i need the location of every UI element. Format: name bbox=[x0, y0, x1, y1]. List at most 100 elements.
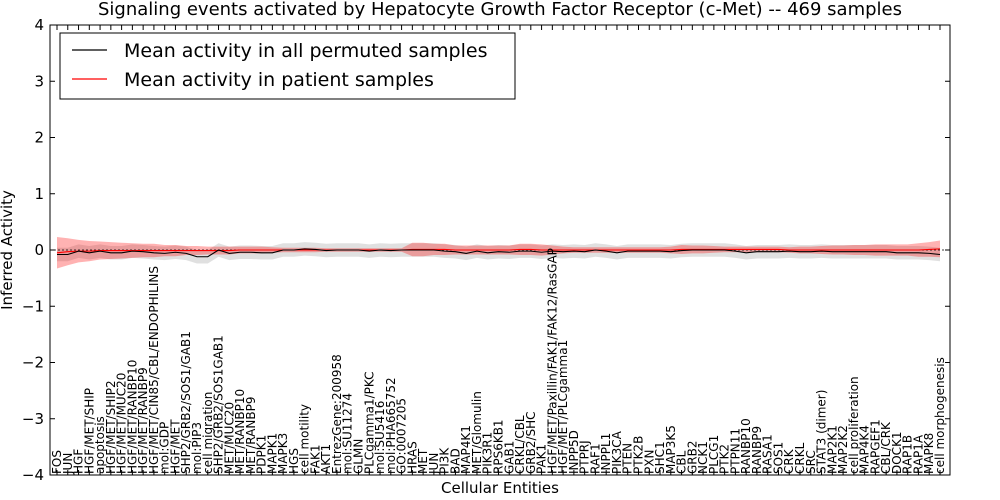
x-tick-label: CRK bbox=[782, 448, 796, 474]
y-tick-label: −4 bbox=[22, 466, 44, 484]
x-tick-label: GRB2/SHC bbox=[524, 411, 538, 474]
x-tick-label: SHP2/GRB2/SOS1/GAB1 bbox=[179, 331, 193, 474]
x-tick-label: PTPRJ bbox=[578, 440, 592, 474]
x-tick-label: PIK3R1 bbox=[481, 432, 495, 474]
x-tick-label: MAPK3 bbox=[276, 433, 290, 474]
x-tick-label: EntrezGene:200958 bbox=[330, 354, 344, 474]
x-tick-label: MAP4K4 bbox=[858, 425, 872, 474]
series-line-patient-samples bbox=[56, 248, 941, 254]
x-tick-label: HGF/MET/Paxillin/FAK1/FAK12/RasGAP bbox=[545, 248, 559, 474]
x-tick-label: PTK2 bbox=[718, 444, 732, 474]
band-patient-samples bbox=[57, 237, 940, 269]
x-tick-label: PAK1 bbox=[535, 444, 549, 474]
x-tick-label: FAK1 bbox=[308, 444, 322, 474]
x-tick-label: mol:GDP bbox=[158, 422, 172, 474]
x-tick-label: GO:0007205 bbox=[395, 398, 409, 474]
x-tick-label: RAPGEF1 bbox=[868, 419, 882, 474]
x-tick-label: mol:PHA665752 bbox=[384, 377, 398, 474]
y-tick-label: −1 bbox=[22, 297, 44, 315]
x-tick-label: JUN bbox=[61, 453, 75, 475]
y-axis-ticks: −4 −3 −2 −1 0 1 2 3 4 bbox=[22, 16, 950, 484]
legend-label-patient: Mean activity in patient samples bbox=[124, 69, 434, 91]
x-tick-label: DOCK1 bbox=[890, 431, 904, 474]
x-tick-label: mol:SU11274 bbox=[341, 393, 355, 474]
x-tick-label: MAPK1 bbox=[265, 433, 279, 474]
x-tick-label: JUN bbox=[427, 453, 441, 475]
x-tick-label: HRAS bbox=[405, 441, 419, 474]
series-line-permuted-samples bbox=[57, 248, 941, 258]
legend-box bbox=[59, 32, 516, 100]
x-tick-label: PXN bbox=[642, 450, 656, 474]
x-tick-label: HGF/MET/MUC20 bbox=[115, 373, 129, 474]
x-tick-label: GAB1 bbox=[502, 441, 516, 474]
x-tick-label: PLCG1 bbox=[707, 435, 721, 474]
x-axis-label: Cellular Entities bbox=[441, 479, 559, 497]
x-tick-label: MET/MUC20 bbox=[222, 402, 236, 474]
x-tick-label: SOS1 bbox=[771, 442, 785, 474]
x-tick-label: CRKL/CBL bbox=[513, 415, 527, 474]
y-tick-label: −2 bbox=[22, 354, 44, 372]
band-permuted-samples bbox=[57, 242, 940, 264]
x-axis-ticks: FOSJUNHGFHGF/MET/SHIPapoptosisHGF/MET/SH… bbox=[50, 25, 947, 475]
x-tick-label: MAP2K1 bbox=[825, 425, 839, 474]
x-tick-label: MAP4K1 bbox=[459, 425, 473, 474]
y-tick-label: 0 bbox=[34, 241, 44, 259]
x-tick-label: AKT1 bbox=[319, 444, 333, 474]
y-tick-label: 1 bbox=[34, 185, 44, 203]
x-tick-label: BAD bbox=[448, 448, 462, 474]
x-tick-label: MET/RANBP10 bbox=[233, 389, 247, 474]
x-tick-label: PTEN bbox=[621, 443, 635, 474]
legend: Mean activity in all permuted samples Me… bbox=[59, 32, 516, 100]
x-tick-label: mol:SU5416 bbox=[373, 401, 387, 474]
x-tick-label: MET/Glomulin bbox=[470, 391, 484, 474]
plot-area bbox=[50, 237, 950, 269]
y-tick-label: 3 bbox=[34, 72, 44, 90]
x-tick-label: RAP1A bbox=[911, 434, 925, 474]
x-tick-label: INPPL1 bbox=[599, 433, 613, 474]
x-tick-label: HGF/MET/SHIP bbox=[82, 388, 96, 474]
x-tick-label: STAT3 (dimer) bbox=[815, 390, 829, 474]
x-tick-label: GLMN bbox=[352, 439, 366, 474]
x-tick-label: SHC1 bbox=[653, 441, 667, 474]
x-tick-label: PI3K bbox=[438, 447, 452, 474]
x-tick-label: SHP2/GRB2/SOS1GAB1 bbox=[212, 335, 226, 474]
x-tick-label: RANBP10 bbox=[739, 418, 753, 474]
x-tick-label: MAP3K5 bbox=[664, 425, 678, 474]
chart-title: Signaling events activated by Hepatocyte… bbox=[98, 0, 902, 20]
x-tick-label: MAPK8 bbox=[922, 433, 936, 474]
x-tick-label: RAF1 bbox=[588, 443, 602, 474]
y-tick-label: 4 bbox=[34, 16, 44, 34]
x-tick-label: SRC bbox=[804, 450, 818, 474]
x-tick-label: PIK3CA bbox=[610, 430, 624, 474]
y-axis-label: Inferred Activity bbox=[0, 190, 16, 310]
x-tick-label: CBL bbox=[675, 450, 689, 474]
x-tick-label: CBL/CRK bbox=[879, 421, 893, 474]
x-tick-label: cell morphogenesis bbox=[933, 357, 947, 474]
x-tick-label: HGF/MET/RANBP10 bbox=[125, 360, 139, 474]
y-tick-label: −3 bbox=[22, 410, 44, 428]
x-tick-label: HGF/MET/SHIP2 bbox=[104, 380, 118, 474]
x-tick-label: RANBP9 bbox=[750, 426, 764, 474]
x-tick-label: PLCgamma1/PKC bbox=[362, 371, 376, 474]
legend-label-permuted: Mean activity in all permuted samples bbox=[124, 40, 487, 62]
x-tick-label: HGF/MET/PLCgamma1 bbox=[556, 340, 570, 474]
x-tick-label: NCK1 bbox=[696, 441, 710, 474]
x-tick-label: RAP1B bbox=[901, 435, 915, 474]
x-tick-label: HGF bbox=[72, 449, 86, 474]
x-tick-label: INPP5D bbox=[567, 430, 581, 474]
x-tick-label: PTK2B bbox=[631, 436, 645, 474]
x-tick-label: FOS bbox=[50, 450, 64, 474]
x-tick-label: CRKL bbox=[793, 442, 807, 474]
x-tick-label: HGF/MET bbox=[168, 419, 182, 474]
x-tick-label: RPS6KB1 bbox=[492, 419, 506, 474]
x-tick-label: apoptosis bbox=[93, 416, 107, 474]
x-tick-label: HGF/MET/CIN85/CBL/ENDOPHILINS bbox=[147, 266, 161, 474]
x-tick-label: MET bbox=[416, 448, 430, 474]
x-tick-label: cell motility bbox=[298, 404, 312, 474]
x-tick-label: PDPK1 bbox=[255, 435, 269, 474]
x-tick-label: HGF/MET/RANBP9 bbox=[136, 367, 150, 474]
x-tick-label: RASA1 bbox=[761, 434, 775, 474]
x-tick-label: PTPN11 bbox=[728, 428, 742, 474]
x-tick-label: cell migration bbox=[201, 392, 215, 474]
